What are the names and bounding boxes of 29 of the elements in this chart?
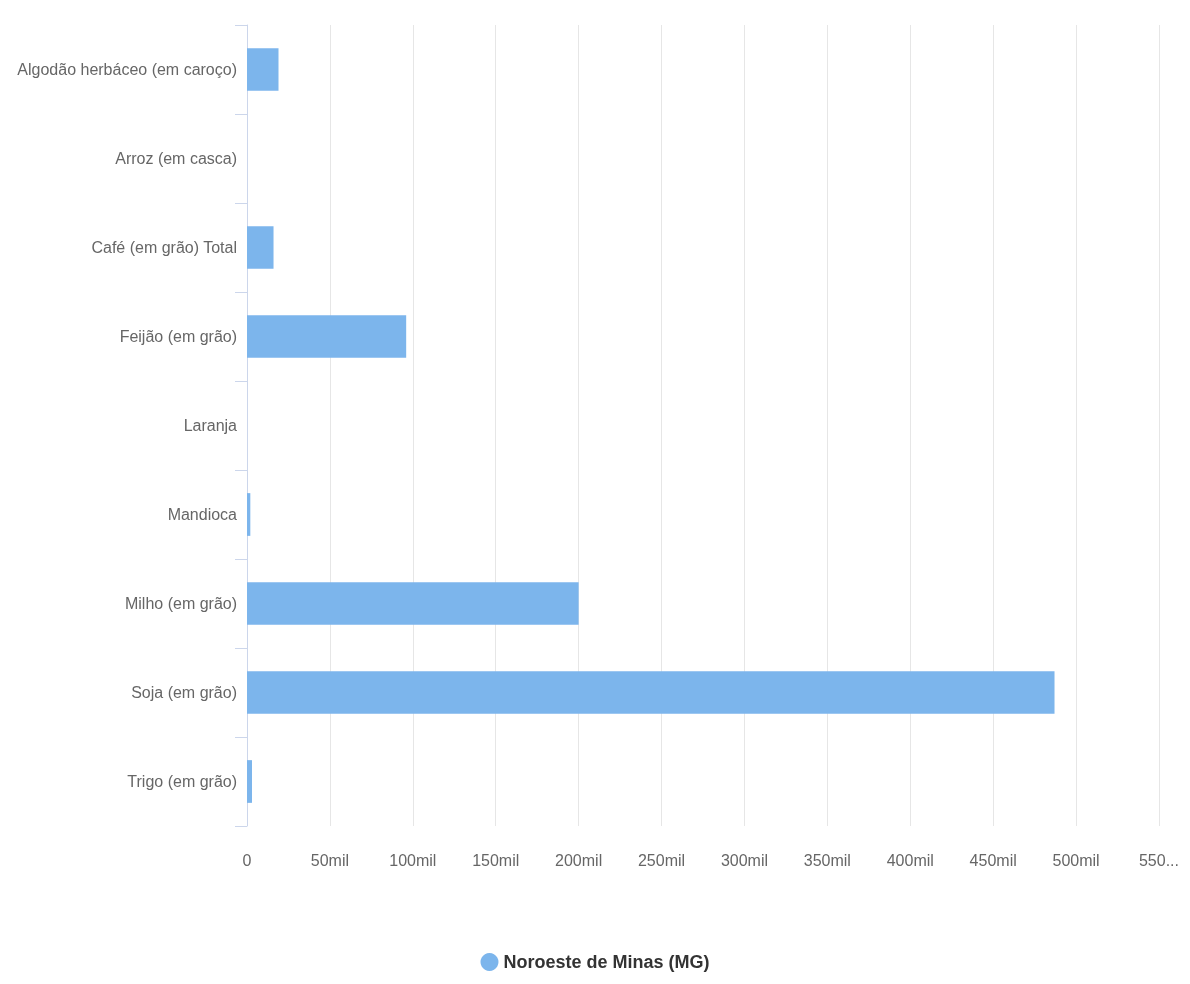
bar (247, 493, 251, 536)
x-tick-label: 0 (242, 851, 252, 869)
x-tick-label: 200mil (555, 851, 603, 869)
x-tick-label: 500mil (1052, 851, 1100, 869)
y-tick-label: Café (em grão) Total (91, 239, 237, 256)
y-tick-label: Milho (em grão) (124, 595, 237, 612)
y-tick-label: Trigo (em grão) (127, 773, 237, 790)
y-tick-label: Soja (em grão) (131, 684, 237, 701)
bar (247, 226, 274, 269)
x-tick-label: 350mil (803, 851, 851, 869)
bar (247, 48, 279, 91)
legend-label: Noroeste de Minas (MG) (503, 952, 710, 972)
y-tick-label: Feijão (em grão) (119, 328, 237, 345)
bar (247, 582, 579, 625)
x-tick-label: 150mil (472, 851, 520, 869)
y-tick-label: Mandioca (167, 506, 238, 523)
x-tick-label: 100mil (389, 851, 437, 869)
y-tick-label: Algodão herbáceo (em caroço) (17, 61, 237, 78)
x-tick-label: 450mil (969, 851, 1017, 869)
x-tick-label: 250mil (637, 851, 686, 869)
x-tick-label: 550... (1138, 851, 1179, 869)
x-tick-label: 50mil (310, 851, 350, 869)
y-tick-label: Arroz (em casca) (115, 150, 237, 167)
bar (247, 671, 1055, 714)
x-tick-label: 400mil (886, 851, 934, 869)
y-tick-label: Laranja (183, 417, 238, 434)
bar (247, 760, 252, 803)
x-tick-label: 300mil (720, 851, 769, 869)
bar (247, 315, 407, 358)
